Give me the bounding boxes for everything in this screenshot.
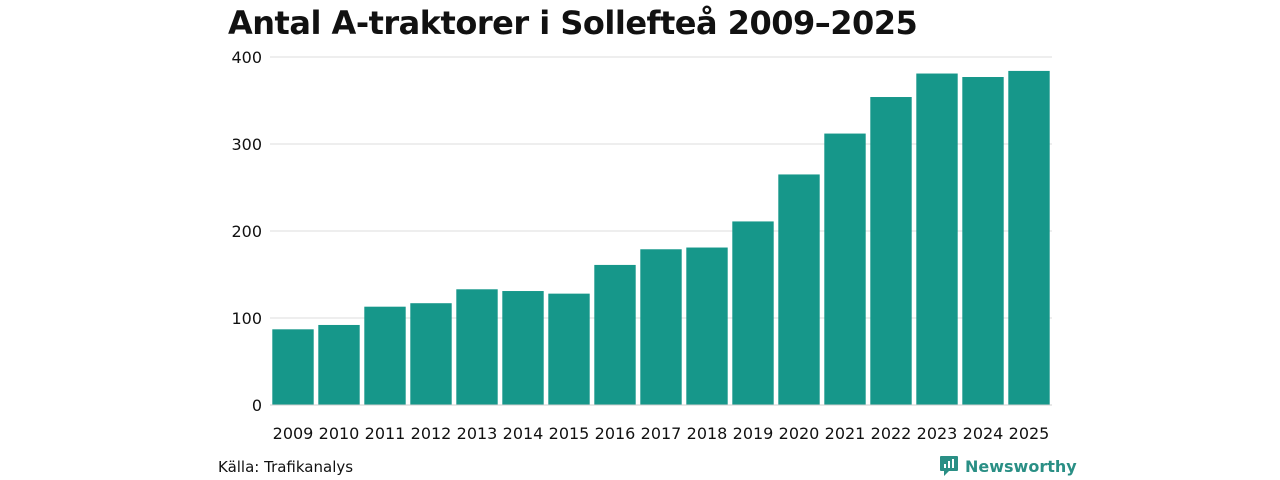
- x-tick-label: 2015: [549, 424, 590, 443]
- bar-2019: [732, 221, 774, 405]
- bar-2015: [548, 293, 590, 405]
- chart-title: Antal A-traktorer i Sollefteå 2009–2025: [228, 4, 918, 42]
- bar-2012: [410, 303, 452, 405]
- x-tick-label: 2014: [503, 424, 544, 443]
- bar-2013: [456, 289, 498, 405]
- x-tick-label: 2022: [871, 424, 912, 443]
- bar-2018: [686, 247, 728, 405]
- x-tick-label: 2010: [319, 424, 360, 443]
- x-tick-label: 2011: [365, 424, 406, 443]
- bar-2011: [364, 306, 406, 405]
- bar-2021: [824, 133, 866, 405]
- y-tick-label: 300: [231, 135, 262, 154]
- newsworthy-logo-icon: [940, 456, 958, 476]
- x-axis-ticks: 2009 2010 2011 2012 2013 2014 2015 2016 2017 2018…: [273, 424, 1050, 443]
- y-tick-label: 400: [231, 48, 262, 67]
- x-tick-label: 2012: [411, 424, 452, 443]
- x-tick-label: 2025: [1009, 424, 1050, 443]
- y-tick-label: 200: [231, 222, 262, 241]
- y-tick-label: 0: [252, 396, 262, 415]
- x-tick-label: 2020: [779, 424, 820, 443]
- bar-2010: [318, 324, 360, 405]
- bar-2020: [778, 174, 820, 405]
- bar-2016: [594, 264, 636, 405]
- bar-2024: [962, 77, 1004, 405]
- x-tick-label: 2018: [687, 424, 728, 443]
- x-tick-label: 2019: [733, 424, 774, 443]
- bar-2025: [1008, 70, 1050, 406]
- bar-2014: [502, 291, 544, 405]
- brand-logo: Newsworthy: [939, 455, 1077, 477]
- x-tick-label: 2024: [963, 424, 1004, 443]
- bar-2009: [272, 329, 314, 405]
- bar-2023: [916, 73, 958, 405]
- bar-2022: [870, 97, 912, 406]
- x-tick-label: 2017: [641, 424, 682, 443]
- bar-2017: [640, 249, 682, 405]
- x-tick-label: 2013: [457, 424, 498, 443]
- source-note: Källa: Trafikanalys: [218, 458, 354, 476]
- x-tick-label: 2021: [825, 424, 866, 443]
- y-tick-label: 100: [231, 309, 262, 328]
- x-tick-label: 2016: [595, 424, 636, 443]
- y-axis-ticks: 0 100 200 300 400: [231, 48, 262, 415]
- x-tick-label: 2023: [917, 424, 958, 443]
- bars: [272, 70, 1050, 406]
- brand-name: Newsworthy: [965, 456, 1077, 476]
- x-tick-label: 2009: [273, 424, 314, 443]
